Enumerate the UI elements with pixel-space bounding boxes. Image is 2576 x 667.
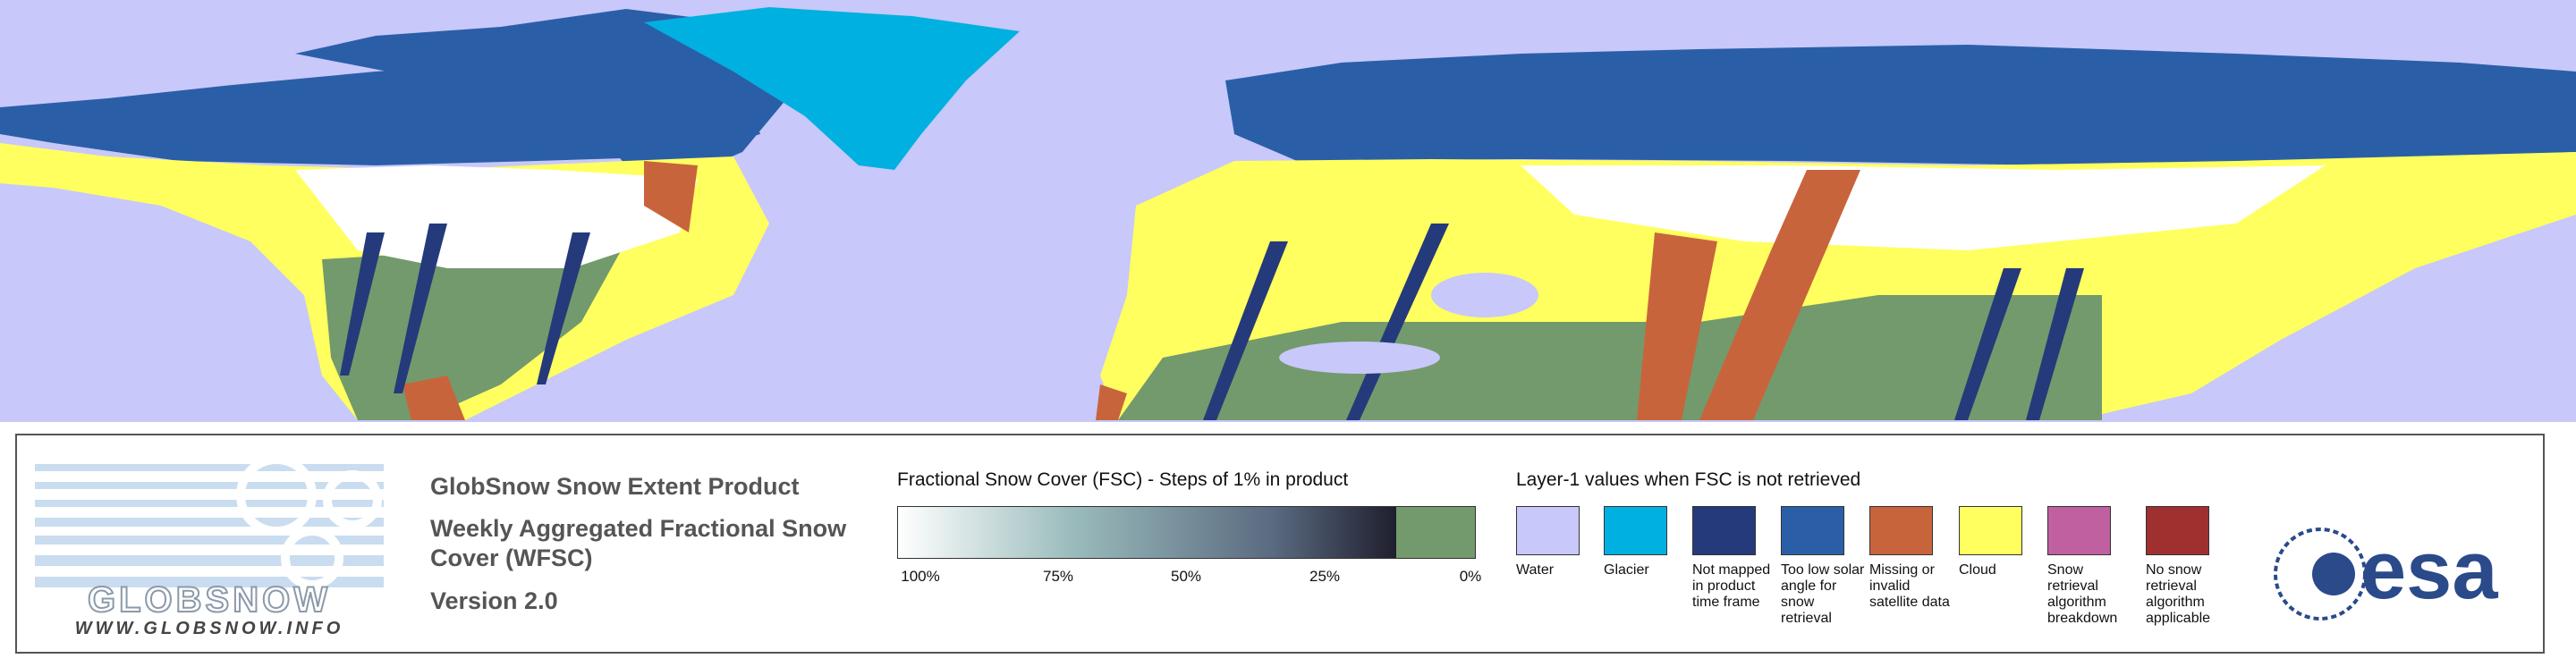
legend-label: Snow retrieval algorithm breakdown [2047, 562, 2118, 626]
esa-text: esa [2360, 525, 2498, 616]
globsnow-logo: GLOBSNOW WWW.GLOBSNOW.INFO [35, 455, 384, 638]
product-subtitle: Weekly Aggregated Fractional Snow Cover … [430, 515, 847, 571]
legend-panel: GLOBSNOW WWW.GLOBSNOW.INFO GlobSnow Snow… [15, 434, 2545, 654]
north-america-swaths [340, 224, 590, 393]
eurasia-snow [1521, 165, 2326, 250]
mexico-missing [402, 376, 465, 420]
legend-swatch [2146, 506, 2209, 555]
legend-label: Cloud [1959, 562, 1996, 578]
fsc-tick-label: 50% [1170, 568, 1202, 585]
snow-map [0, 0, 2576, 422]
legend-label: Too low solar angle for snow retrieval [1781, 562, 1865, 626]
product-title: GlobSnow Snow Extent Product [430, 473, 800, 500]
legend-label: Not mapped in product time frame [1692, 562, 1771, 610]
no-snow-swatch [1396, 507, 1475, 558]
fsc-title: Fractional Snow Cover (FSC) - Steps of 1… [897, 469, 1349, 490]
legend-swatch [1516, 506, 1580, 555]
legend-swatch [2047, 506, 2111, 555]
logo-url: WWW.GLOBSNOW.INFO [75, 619, 344, 638]
legend-swatch [1959, 506, 2022, 555]
north-america-missing [644, 161, 698, 232]
canadian-archipelago [295, 9, 805, 179]
legend-swatch [1781, 506, 1844, 555]
legend-label: No snow retrieval algorithm applicable [2146, 562, 2211, 626]
north-america-snow [295, 165, 698, 268]
product-version: Version 2.0 [430, 587, 558, 614]
eurasia-swaths [1203, 224, 2084, 420]
arctic-eurasia [1225, 45, 2576, 165]
legend-label: Glacier [1604, 562, 1649, 578]
fsc-colorbar [897, 506, 1476, 559]
fsc-tick-label: 0% [1459, 568, 1482, 585]
legend-swatch [1604, 506, 1667, 555]
legend-label: Missing or invalid satellite data [1869, 562, 1950, 610]
legend-swatch [1869, 506, 1933, 555]
esa-logo: esa [2274, 525, 2498, 621]
mediterranean [1279, 342, 1440, 374]
fsc-tick-label: 75% [1042, 568, 1074, 585]
black-sea [1431, 273, 1538, 317]
legend-swatch [1692, 506, 1756, 555]
greenland [644, 7, 1020, 170]
layer1-title: Layer-1 values when FSC is not retrieved [1516, 469, 1861, 490]
fsc-tick-label: 100% [901, 568, 940, 585]
eurasia-missing [1096, 170, 1860, 420]
legend-label: Water [1516, 562, 1555, 578]
logo-name: GLOBSNOW [88, 580, 331, 620]
fsc-tick-label: 25% [1309, 568, 1341, 585]
